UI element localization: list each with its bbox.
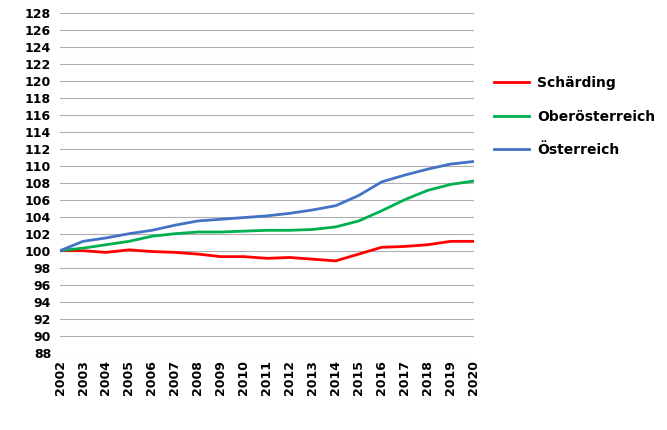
Oberösterreich [331, 224, 340, 230]
Oberösterreich [309, 227, 317, 232]
Oberösterreich [171, 231, 179, 236]
Österreich [263, 213, 271, 218]
Schärding [148, 249, 156, 254]
Österreich [56, 248, 64, 253]
Schärding [171, 250, 179, 255]
Österreich [355, 193, 363, 198]
Schärding [79, 248, 87, 253]
Line: Oberösterreich: Oberösterreich [60, 181, 474, 251]
Legend: Schärding, Oberösterreich, Österreich: Schärding, Oberösterreich, Österreich [489, 71, 661, 163]
Schärding [125, 247, 133, 252]
Line: Österreich: Österreich [60, 162, 474, 251]
Oberösterreich [79, 246, 87, 251]
Österreich [470, 159, 478, 164]
Oberösterreich [401, 197, 409, 203]
Oberösterreich [378, 208, 386, 213]
Schärding [194, 252, 202, 257]
Oberösterreich [470, 178, 478, 184]
Schärding [401, 244, 409, 249]
Schärding [285, 255, 293, 260]
Schärding [309, 257, 317, 262]
Österreich [424, 166, 432, 172]
Österreich [171, 223, 179, 228]
Österreich [217, 217, 225, 222]
Oberösterreich [148, 233, 156, 239]
Österreich [148, 228, 156, 233]
Österreich [285, 211, 293, 216]
Österreich [79, 239, 87, 244]
Schärding [331, 258, 340, 264]
Schärding [240, 254, 248, 259]
Oberösterreich [424, 188, 432, 193]
Oberösterreich [447, 182, 455, 187]
Oberösterreich [125, 239, 133, 244]
Oberösterreich [56, 248, 64, 253]
Schärding [56, 248, 64, 253]
Oberösterreich [102, 242, 110, 247]
Schärding [470, 239, 478, 244]
Line: Schärding: Schärding [60, 241, 474, 261]
Schärding [263, 256, 271, 261]
Österreich [125, 231, 133, 236]
Schärding [378, 245, 386, 250]
Österreich [331, 203, 340, 208]
Oberösterreich [240, 229, 248, 234]
Österreich [378, 179, 386, 184]
Österreich [447, 162, 455, 167]
Österreich [401, 172, 409, 178]
Oberösterreich [285, 228, 293, 233]
Österreich [240, 215, 248, 220]
Oberösterreich [355, 218, 363, 224]
Schärding [217, 254, 225, 259]
Oberösterreich [194, 230, 202, 235]
Schärding [355, 252, 363, 257]
Österreich [194, 218, 202, 224]
Schärding [424, 242, 432, 247]
Oberösterreich [263, 228, 271, 233]
Österreich [102, 235, 110, 240]
Schärding [102, 250, 110, 255]
Schärding [447, 239, 455, 244]
Oberösterreich [217, 230, 225, 235]
Österreich [309, 207, 317, 212]
